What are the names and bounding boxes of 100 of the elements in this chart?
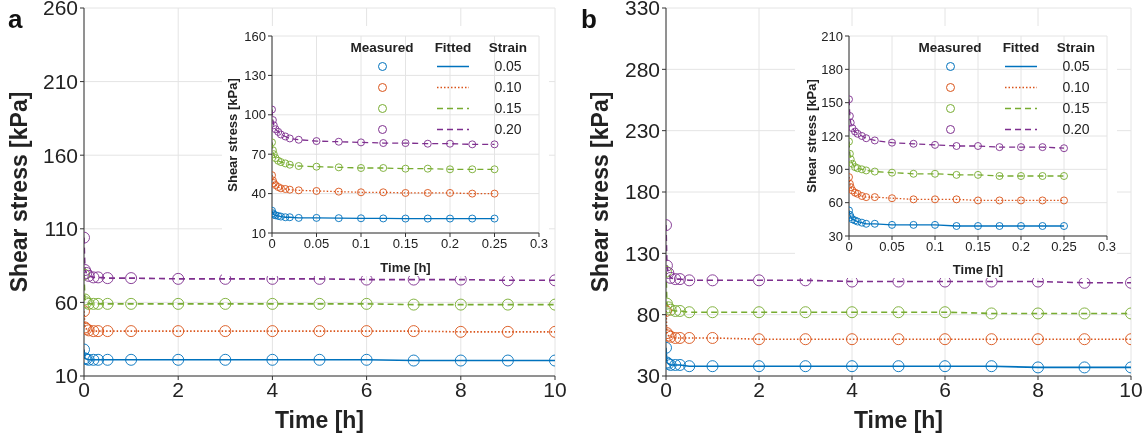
point [219, 353, 232, 366]
y-tick-label: 330 [624, 0, 660, 20]
point [857, 165, 866, 174]
point [674, 359, 686, 371]
point [851, 127, 859, 136]
y-tick-label: 70 [251, 146, 266, 162]
point [985, 307, 998, 320]
point [313, 297, 326, 310]
point [285, 213, 294, 222]
point [666, 271, 677, 284]
x-tick-label: 0.1 [351, 236, 371, 252]
point [669, 332, 682, 344]
point [125, 353, 138, 366]
point [266, 325, 279, 338]
point [799, 306, 812, 319]
x-tick-label: 0.1 [925, 239, 945, 255]
point [753, 274, 765, 287]
point [423, 214, 432, 223]
point [454, 325, 467, 338]
point [669, 273, 682, 286]
point [870, 167, 879, 176]
point [1032, 307, 1044, 320]
annotation: Measured [349, 40, 415, 55]
point [857, 132, 866, 140]
point [357, 164, 365, 172]
point [490, 165, 499, 174]
x-tick-label: 0.05 [879, 239, 905, 255]
point [974, 170, 982, 179]
point [1032, 361, 1044, 374]
point [172, 272, 185, 285]
x-tick-label: 0.25 [481, 236, 508, 252]
point [446, 188, 454, 197]
point [501, 298, 514, 311]
point [379, 139, 388, 147]
point [401, 164, 410, 173]
y-tick-label: 150 [821, 95, 843, 111]
legend-title: Strain [487, 40, 529, 55]
legend-label: 0.20 [493, 120, 523, 139]
y-tick-label: 40 [251, 186, 266, 202]
point [1060, 172, 1068, 180]
x-tick-label: 6 [939, 377, 951, 401]
point [857, 192, 866, 200]
point [706, 332, 719, 344]
point [931, 195, 939, 204]
point [1060, 222, 1068, 230]
legend-label: 0.05 [493, 57, 523, 76]
point [849, 124, 857, 133]
x-tick-label: 4 [846, 377, 859, 401]
point [313, 353, 326, 366]
point [92, 297, 105, 310]
point [281, 159, 290, 168]
point [334, 163, 343, 172]
legend-label: 0.10 [1061, 78, 1091, 97]
point [379, 164, 388, 172]
point [360, 353, 373, 366]
point [985, 333, 998, 346]
point [407, 298, 420, 311]
point [357, 214, 365, 223]
point [909, 139, 918, 148]
x-axis-title: Time [h] [952, 262, 1004, 278]
legend-label: 0.10 [493, 78, 523, 97]
point [669, 305, 682, 317]
point [1038, 143, 1047, 152]
x-tick-label: 2 [753, 377, 765, 401]
point [1017, 222, 1025, 230]
point [285, 185, 294, 194]
point [995, 196, 1004, 205]
point [888, 168, 896, 177]
text: b [581, 4, 597, 35]
y-tick-label: 280 [624, 57, 660, 81]
point [846, 360, 858, 373]
x-tick-label: 0.05 [303, 236, 330, 252]
point [312, 162, 321, 171]
point [853, 164, 862, 173]
x-tick-label: 10 [543, 377, 567, 401]
x-tick-label: 0.3 [529, 236, 549, 252]
point [674, 305, 686, 317]
point [952, 142, 961, 150]
legend-title: Strain [1055, 40, 1097, 55]
point [87, 325, 100, 338]
point [101, 272, 114, 285]
point [862, 219, 871, 228]
point [281, 132, 290, 141]
point [931, 169, 939, 178]
legend-label: 0.15 [1061, 99, 1091, 118]
point [281, 185, 290, 193]
point [266, 353, 279, 366]
point [846, 306, 858, 319]
point [853, 189, 862, 198]
point [294, 135, 303, 144]
point [888, 138, 896, 147]
x-tick-label: 0.2 [440, 236, 460, 252]
point [272, 125, 280, 134]
point [446, 139, 454, 148]
point [312, 213, 321, 222]
y-tick-label: 180 [624, 180, 660, 204]
point [1060, 196, 1068, 205]
legend-label: 0.15 [493, 99, 523, 118]
point [172, 325, 185, 338]
y-tick-label: 210 [821, 28, 843, 44]
